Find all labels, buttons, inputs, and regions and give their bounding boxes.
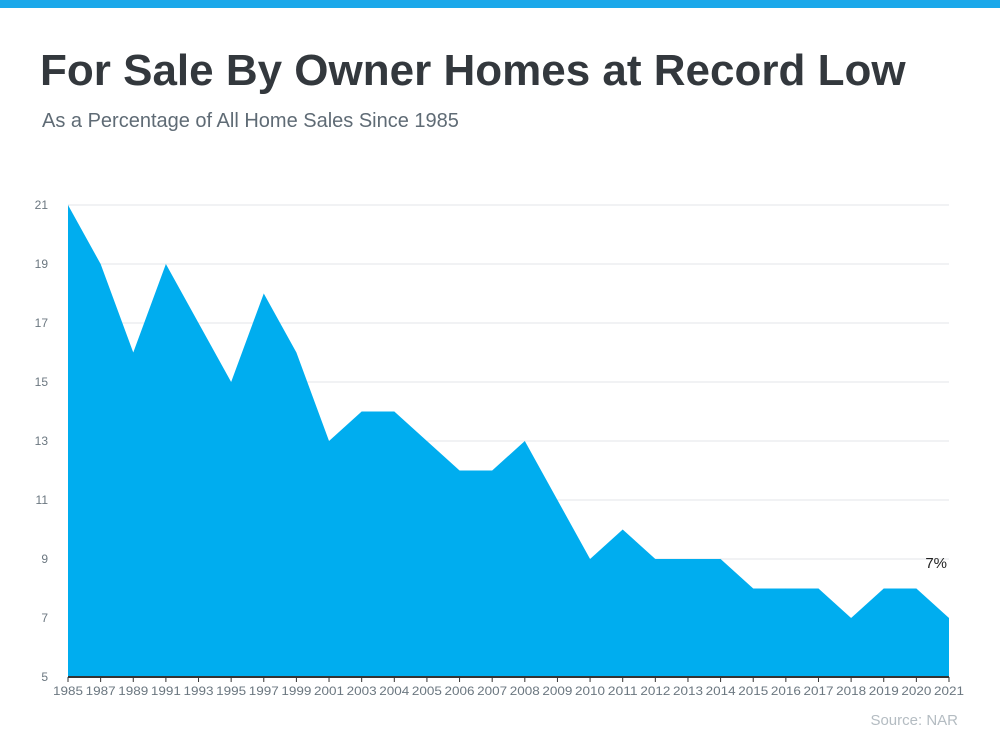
x-tick-label: 1987: [86, 684, 116, 698]
data-label: 7%: [925, 555, 947, 572]
x-tick-label: 2012: [640, 684, 670, 698]
y-tick-label: 17: [35, 316, 49, 330]
chart-title: For Sale By Owner Homes at Record Low: [40, 46, 906, 95]
y-tick-label: 15: [35, 375, 49, 389]
x-tick-label: 2006: [445, 684, 475, 698]
y-tick-label: 19: [35, 257, 49, 271]
x-tick-label: 2020: [901, 684, 931, 698]
x-tick-label: 2007: [477, 684, 507, 698]
x-tick-label: 2016: [771, 684, 801, 698]
x-tick-label: 2017: [803, 684, 833, 698]
x-tick-label: 2019: [869, 684, 899, 698]
x-tick-label: 2018: [836, 684, 866, 698]
y-tick-label: 9: [41, 552, 48, 566]
x-tick-label: 1985: [53, 684, 83, 698]
y-tick-label: 13: [35, 434, 49, 448]
chart-subtitle: As a Percentage of All Home Sales Since …: [42, 110, 459, 132]
x-tick-label: 1999: [281, 684, 311, 698]
x-tick-label: 2014: [706, 684, 736, 698]
y-tick-label: 21: [35, 198, 49, 212]
x-tick-label: 2010: [575, 684, 605, 698]
x-tick-label: 1993: [184, 684, 214, 698]
x-tick-label: 1991: [151, 684, 181, 698]
x-tick-label: 2015: [738, 684, 768, 698]
x-tick-label: 2011: [608, 684, 638, 698]
x-tick-label: 2005: [412, 684, 442, 698]
area-series: [68, 205, 949, 677]
source-note: Source: NAR: [870, 712, 958, 729]
x-tick-label: 1995: [216, 684, 246, 698]
x-tick-label: 2001: [314, 684, 344, 698]
x-tick-label: 2013: [673, 684, 703, 698]
x-tick-label: 2021: [934, 684, 964, 698]
x-tick-label: 2003: [347, 684, 377, 698]
y-tick-label: 5: [41, 670, 48, 684]
x-tick-label: 1989: [118, 684, 148, 698]
x-tick-label: 1997: [249, 684, 279, 698]
y-tick-label: 7: [41, 611, 48, 625]
x-tick-label: 2008: [510, 684, 540, 698]
top-accent-bar: [0, 0, 1000, 8]
x-tick-label: 2009: [542, 684, 572, 698]
y-tick-label: 11: [36, 493, 49, 507]
x-tick-label: 2004: [379, 684, 409, 698]
